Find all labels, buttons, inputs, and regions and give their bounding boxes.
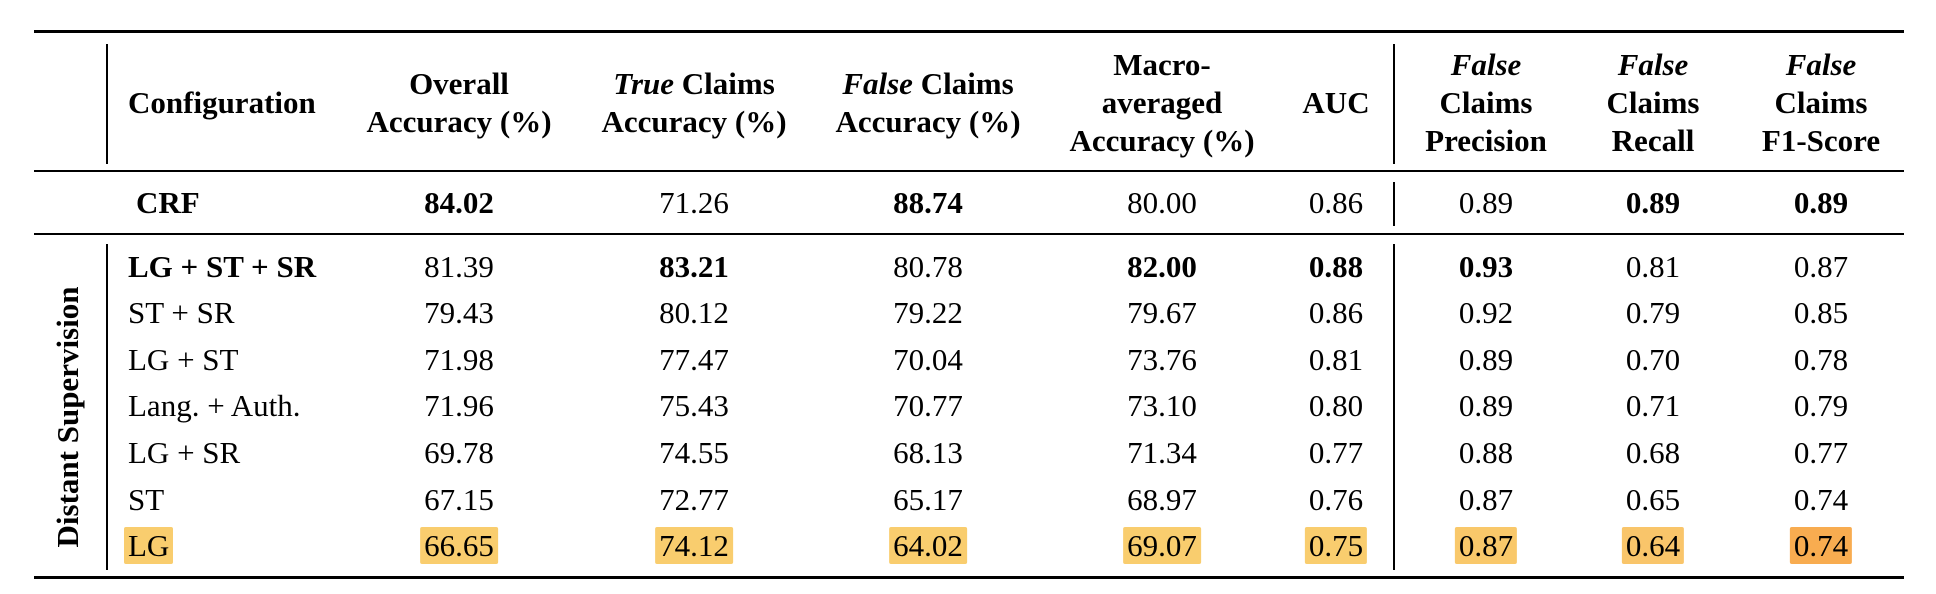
row-false-claims-accuracy-cell: 70.77 (893, 388, 963, 423)
row-true-claims-accuracy-cell: 83.21 (659, 249, 729, 284)
row-false-claims-recall-cell: 0.79 (1625, 295, 1681, 330)
row-true-claims-accuracy-cell: 74.12 (655, 527, 733, 565)
crf-false-claims-accuracy-cell: 88.74 (893, 185, 963, 220)
row-true-claims-accuracy-cell: 75.43 (659, 388, 729, 423)
header-false-claims-precision: False Claims Precision (1425, 47, 1547, 158)
row-false-claims-recall-cell: 0.68 (1625, 435, 1681, 470)
row-false-claims-precision-cell: 0.87 (1458, 482, 1514, 517)
row-overall-accuracy-cell: 69.78 (424, 435, 494, 470)
row-overall-accuracy-cell: 67.15 (424, 482, 494, 517)
row-macro-averaged-accuracy-cell: 69.07 (1123, 527, 1201, 565)
row-macro-averaged-accuracy-cell: 79.67 (1127, 295, 1197, 330)
header-configuration: Configuration (128, 85, 316, 120)
row-false-claims-f1-score-cell: 0.77 (1793, 435, 1849, 470)
auc-separator-crf (1393, 182, 1395, 226)
row-false-claims-precision-cell: 0.89 (1458, 342, 1514, 377)
crf-true-claims-accuracy-cell: 71.26 (659, 185, 729, 220)
top-rule (34, 30, 1904, 33)
row-configuration: ST + SR (128, 295, 235, 330)
row-false-claims-accuracy-cell: 79.22 (893, 295, 963, 330)
row-false-claims-accuracy-cell: 70.04 (893, 342, 963, 377)
row-overall-accuracy-cell: 81.39 (424, 249, 494, 284)
row-auc-cell: 0.81 (1308, 342, 1364, 377)
row-false-claims-recall-cell: 0.70 (1625, 342, 1681, 377)
row-auc-cell: 0.80 (1308, 388, 1364, 423)
row-false-claims-recall-cell: 0.71 (1625, 388, 1681, 423)
header-true-claims-accuracy: True Claims Accuracy (%) (601, 66, 787, 139)
auc-separator-header (1393, 44, 1395, 164)
row-false-claims-recall-cell: 0.81 (1625, 249, 1681, 284)
header-overall-accuracy: Overall Accuracy (%) (366, 66, 552, 139)
row-false-claims-accuracy-cell: 80.78 (893, 249, 963, 284)
row-configuration: LG (124, 527, 174, 565)
row-false-claims-accuracy-cell: 64.02 (889, 527, 967, 565)
row-configuration: LG + SR (128, 435, 241, 470)
crf-auc-cell: 0.86 (1308, 185, 1364, 220)
crf-overall-accuracy-cell: 84.02 (424, 185, 494, 220)
header-macro-averaged-accuracy: Macro- averaged Accuracy (%) (1069, 47, 1255, 158)
row-false-claims-precision-cell: 0.93 (1458, 249, 1514, 284)
row-true-claims-accuracy-cell: 77.47 (659, 342, 729, 377)
row-false-claims-f1-score-cell: 0.87 (1793, 249, 1849, 284)
group-label-distant-supervision: Distant Supervision (50, 286, 85, 548)
bottom-rule (34, 576, 1904, 579)
row-auc-cell: 0.88 (1308, 249, 1364, 284)
crf-false-claims-precision-cell: 0.89 (1458, 185, 1514, 220)
row-false-claims-recall-cell: 0.64 (1621, 527, 1685, 565)
row-auc-cell: 0.76 (1308, 482, 1364, 517)
auc-separator-body (1393, 244, 1395, 570)
row-overall-accuracy-cell: 71.98 (424, 342, 494, 377)
row-false-claims-f1-score-cell: 0.78 (1793, 342, 1849, 377)
row-configuration: LG + ST + SR (128, 249, 317, 284)
row-false-claims-recall-cell: 0.65 (1625, 482, 1681, 517)
row-false-claims-precision-cell: 0.89 (1458, 388, 1514, 423)
row-overall-accuracy-cell: 79.43 (424, 295, 494, 330)
row-false-claims-precision-cell: 0.92 (1458, 295, 1514, 330)
row-false-claims-f1-score-cell: 0.79 (1793, 388, 1849, 423)
row-auc-cell: 0.86 (1308, 295, 1364, 330)
row-macro-averaged-accuracy-cell: 73.76 (1127, 342, 1197, 377)
row-auc-cell: 0.77 (1308, 435, 1364, 470)
row-macro-averaged-accuracy-cell: 82.00 (1127, 249, 1197, 284)
row-overall-accuracy-cell: 66.65 (420, 527, 498, 565)
header-false-claims-accuracy: False Claims Accuracy (%) (835, 66, 1021, 139)
row-configuration: Lang. + Auth. (128, 388, 301, 423)
row-auc-cell: 0.75 (1304, 527, 1368, 565)
row-configuration: LG + ST (128, 342, 239, 377)
header-false-claims-recall: False Claims Recall (1606, 47, 1700, 158)
row-false-claims-f1-score-cell: 0.74 (1789, 527, 1853, 565)
row-false-claims-f1-score-cell: 0.74 (1793, 482, 1849, 517)
row-false-claims-accuracy-cell: 68.13 (893, 435, 963, 470)
row-false-claims-f1-score-cell: 0.85 (1793, 295, 1849, 330)
row-false-claims-accuracy-cell: 65.17 (893, 482, 963, 517)
row-false-claims-precision-cell: 0.87 (1454, 527, 1518, 565)
row-true-claims-accuracy-cell: 80.12 (659, 295, 729, 330)
row-configuration: ST (128, 482, 165, 517)
row-true-claims-accuracy-cell: 72.77 (659, 482, 729, 517)
crf-macro-averaged-accuracy-cell: 80.00 (1127, 185, 1197, 220)
header-false-claims-f1-score: False Claims F1-Score (1761, 47, 1881, 158)
group-separator-header (106, 44, 108, 164)
crf-rule (34, 233, 1904, 235)
row-macro-averaged-accuracy-cell: 71.34 (1127, 435, 1197, 470)
row-macro-averaged-accuracy-cell: 68.97 (1127, 482, 1197, 517)
crf-false-claims-recall-cell: 0.89 (1625, 185, 1681, 220)
header-auc: AUC (1302, 85, 1370, 120)
crf-false-claims-f1-score-cell: 0.89 (1793, 185, 1849, 220)
row-true-claims-accuracy-cell: 74.55 (659, 435, 729, 470)
row-false-claims-precision-cell: 0.88 (1458, 435, 1514, 470)
row-macro-averaged-accuracy-cell: 73.10 (1127, 388, 1197, 423)
row-overall-accuracy-cell: 71.96 (424, 388, 494, 423)
header-rule (34, 170, 1904, 172)
group-separator-body (106, 244, 108, 570)
row-configuration: CRF (136, 185, 200, 220)
